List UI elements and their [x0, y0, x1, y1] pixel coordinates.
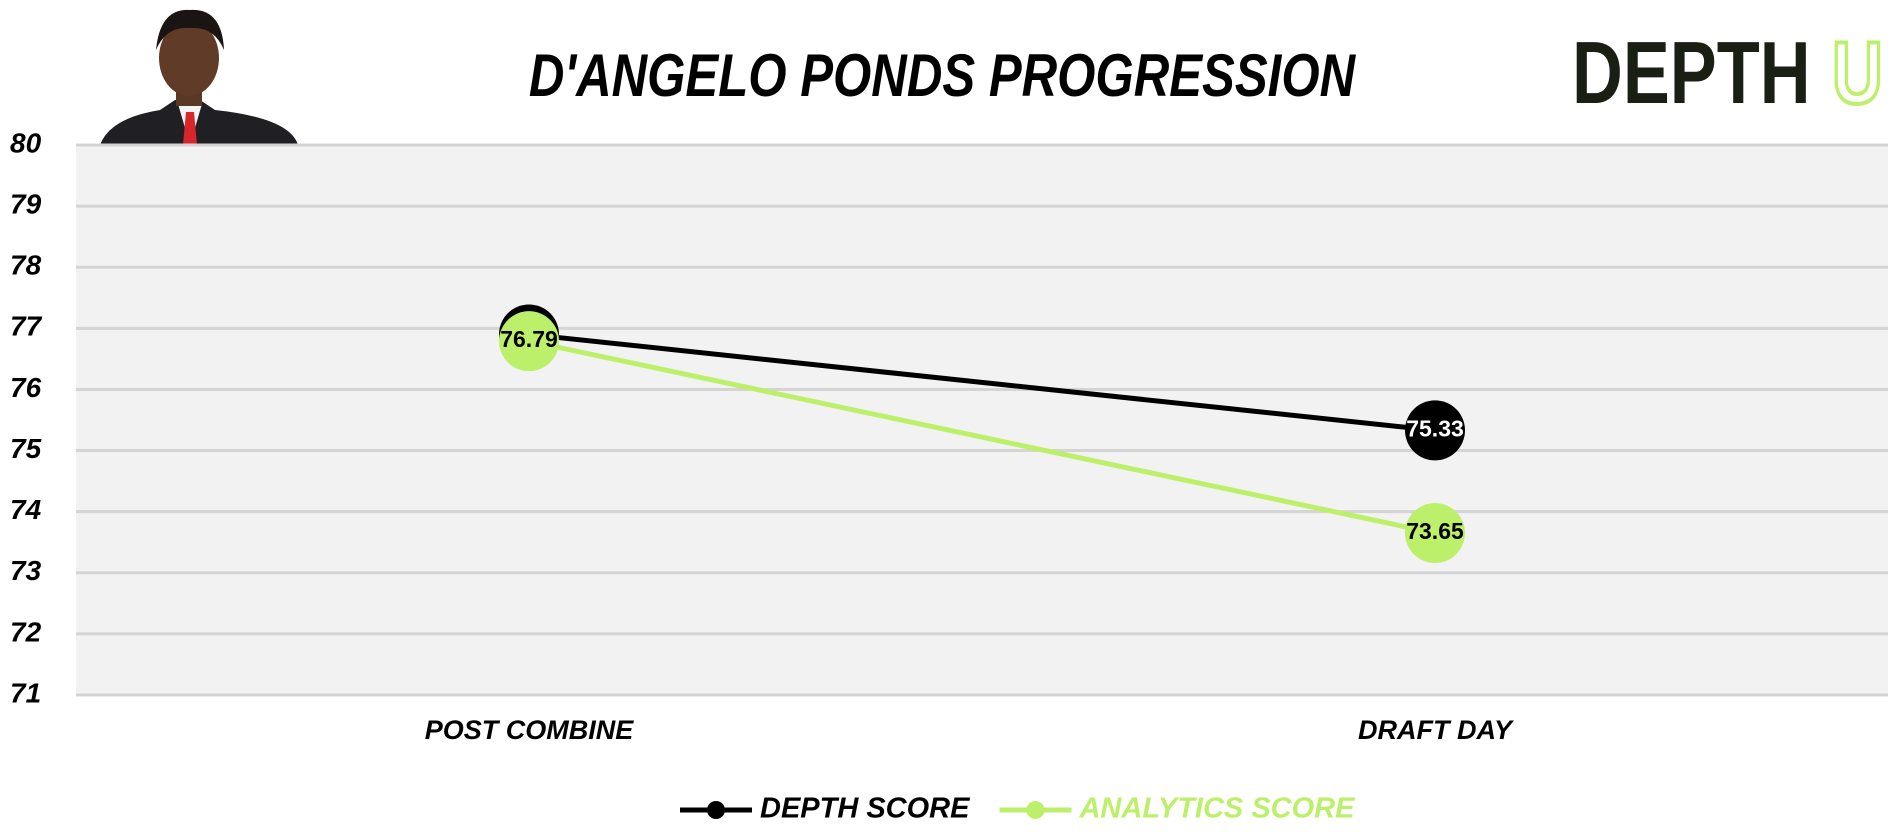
x-tick-label: POST COMBINE	[425, 715, 635, 745]
y-tick-label: 78	[10, 250, 42, 281]
legend-marker	[1026, 801, 1045, 819]
legend-marker	[707, 801, 725, 819]
data-label: 73.65	[1406, 518, 1464, 544]
logo-accent: U	[1832, 24, 1883, 122]
legend-label: ANALYTICS SCORE	[1078, 793, 1356, 825]
y-tick-label: 79	[10, 189, 42, 220]
chart-title: D'ANGELO PONDS PROGRESSION	[529, 41, 1356, 109]
legend-label: DEPTH SCORE	[760, 793, 971, 825]
y-tick-label: 74	[10, 494, 42, 525]
data-point	[1405, 400, 1465, 461]
plot-area	[76, 145, 1888, 695]
y-tick-label: 80	[10, 127, 42, 158]
series-line	[528, 338, 1436, 536]
player-photo	[100, 9, 298, 145]
series-line	[528, 331, 1436, 433]
y-tick-label: 73	[10, 555, 42, 586]
logo: DEPTH U	[1572, 22, 1885, 124]
y-tick-label: 75	[10, 433, 42, 464]
y-tick-label: 71	[10, 677, 41, 708]
y-tick-label: 72	[10, 616, 42, 647]
x-tick-label: DRAFT DAY	[1358, 715, 1515, 745]
y-tick-label: 76	[10, 372, 42, 403]
data-label: 76.79	[500, 326, 558, 352]
logo-main: DEPTH	[1572, 24, 1811, 122]
data-point	[499, 311, 559, 372]
data-point	[1405, 503, 1465, 564]
y-tick-label: 77	[10, 311, 43, 342]
data-label: 75.33	[1406, 415, 1464, 441]
